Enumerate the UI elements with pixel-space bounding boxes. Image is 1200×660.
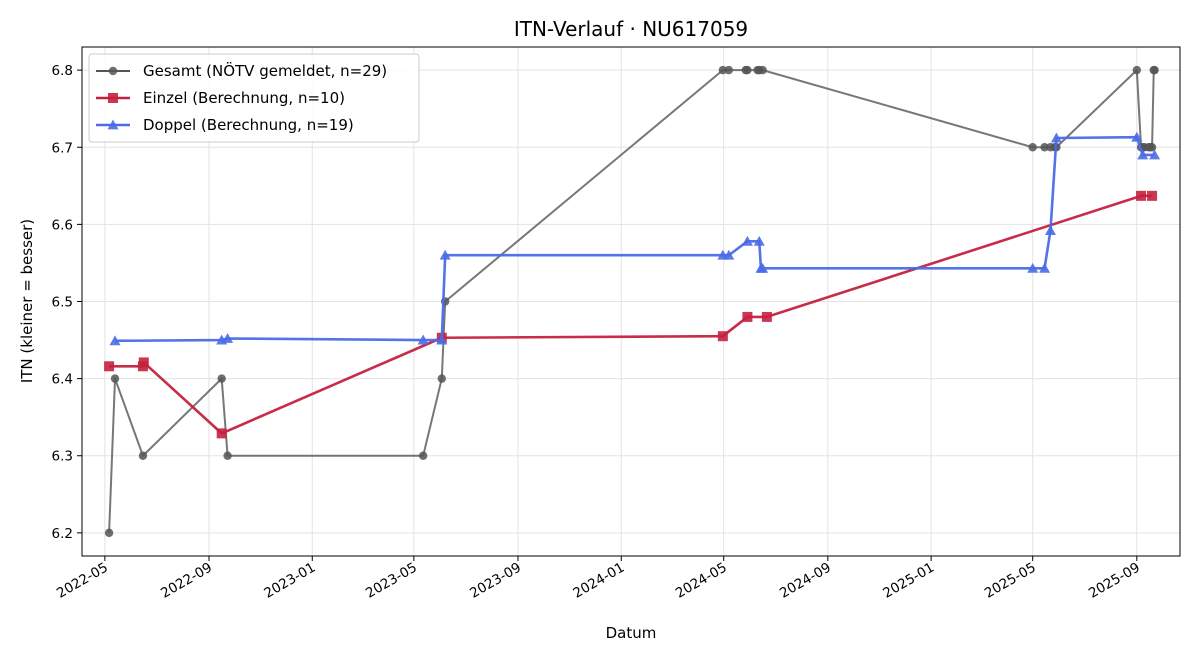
y-tick-label: 6.4 xyxy=(52,372,73,388)
legend-label: Doppel (Berechnung, n=19) xyxy=(143,116,354,134)
data-point xyxy=(757,262,769,273)
data-point xyxy=(104,361,115,372)
data-point xyxy=(1136,190,1147,201)
data-point xyxy=(1147,143,1157,152)
data-point xyxy=(1044,225,1056,235)
legend-item: Einzel (Berechnung, n=10) xyxy=(96,89,345,107)
data-point xyxy=(1050,132,1062,143)
data-point xyxy=(743,65,752,75)
y-tick-label: 6.3 xyxy=(52,449,73,465)
data-point xyxy=(418,451,428,460)
data-point xyxy=(1137,149,1149,160)
legend-marker xyxy=(108,93,118,103)
legend-marker xyxy=(107,119,119,130)
data-point xyxy=(742,311,753,322)
chart-title: ITN-Verlauf · NU617059 xyxy=(514,17,748,41)
data-point xyxy=(717,331,728,342)
data-point xyxy=(436,334,448,345)
data-point xyxy=(753,235,765,246)
y-tick-label: 6.2 xyxy=(52,526,73,542)
data-point xyxy=(723,249,735,260)
data-point xyxy=(718,65,728,75)
data-point xyxy=(1040,143,1049,152)
data-point xyxy=(110,374,120,383)
legend-marker xyxy=(108,66,118,76)
data-point xyxy=(1132,65,1142,75)
data-point xyxy=(109,335,121,346)
y-tick-label: 6.6 xyxy=(52,217,73,233)
series-2 xyxy=(104,190,1158,439)
series-1 xyxy=(104,65,1159,538)
legend: Gesamt (NÖTV gemeldet, n=29) Einzel (Bere… xyxy=(88,53,420,143)
legend-item: Doppel (Berechnung, n=19) xyxy=(96,116,354,134)
data-point xyxy=(1039,262,1051,273)
legend-item: Gesamt (NÖTV gemeldet, n=29) xyxy=(96,61,387,80)
data-point xyxy=(1027,262,1039,273)
data-point xyxy=(437,374,446,383)
data-point xyxy=(1147,190,1158,201)
data-point xyxy=(138,357,149,368)
data-point xyxy=(1150,65,1159,75)
data-point xyxy=(223,451,232,460)
data-point xyxy=(104,528,114,538)
legend-label: Gesamt (NÖTV gemeldet, n=29) xyxy=(143,61,387,80)
series-3 xyxy=(109,131,1161,346)
data-point xyxy=(417,334,429,345)
data-point xyxy=(1149,149,1161,160)
y-tick-label: 6.7 xyxy=(52,140,73,156)
data-point xyxy=(439,249,451,260)
data-point xyxy=(761,311,772,322)
x-axis-label: Datum xyxy=(606,624,657,642)
data-point xyxy=(138,451,148,460)
data-point xyxy=(216,428,227,439)
legend-box xyxy=(88,53,420,143)
data-point xyxy=(758,65,767,75)
y-tick-label: 6.5 xyxy=(52,295,73,311)
y-tick-label: 6.8 xyxy=(52,63,73,79)
data-point xyxy=(222,333,234,343)
data-point xyxy=(217,374,226,383)
y-axis-label: ITN (kleiner = besser) xyxy=(18,219,36,383)
data-point xyxy=(1131,131,1143,142)
data-point xyxy=(1028,143,1037,152)
series-layer xyxy=(104,65,1161,538)
y-axis: 6.2 6.3 6.4 6.5 6.6 6.7 6.8 xyxy=(52,63,82,542)
legend-label: Einzel (Berechnung, n=10) xyxy=(143,89,345,107)
data-point xyxy=(741,235,753,246)
data-point xyxy=(724,65,733,75)
